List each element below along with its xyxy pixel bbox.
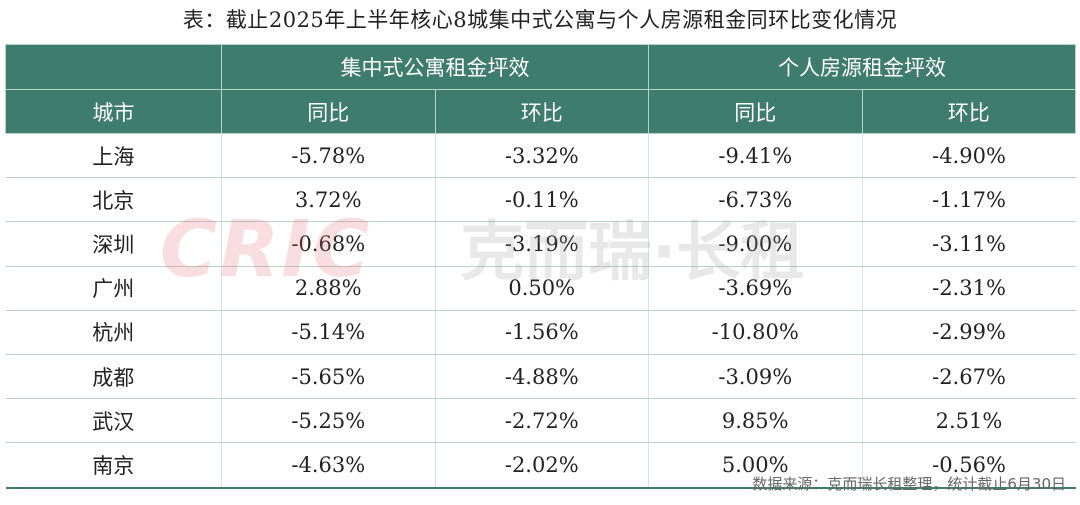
value-cell: -4.63% (221, 442, 435, 489)
value-cell: -3.32% (434, 133, 649, 179)
value-cell: -4.90% (861, 133, 1076, 179)
data-source-note: 数据来源：克而瑞长租整理，统计截止6月30日 (752, 475, 1066, 493)
value-cell: -3.09% (648, 354, 862, 400)
value-cell: -1.56% (434, 310, 649, 355)
value-cell: -3.11% (861, 221, 1076, 267)
table-row: 武汉 -5.25% -2.72% 9.85% 2.51% (5, 398, 1076, 444)
value-cell: -5.65% (221, 354, 435, 400)
city-cell: 成都 (5, 354, 222, 400)
city-cell: 武汉 (5, 398, 222, 444)
city-cell: 上海 (5, 133, 222, 179)
value-cell: -3.69% (648, 266, 862, 311)
table-row: 广州 2.88% 0.50% -3.69% -2.31% (5, 266, 1076, 311)
value-cell: -1.17% (861, 177, 1076, 223)
table-title: 表：截止2025年上半年核心8城集中式公寓与个人房源租金同环比变化情况 (182, 8, 898, 32)
value-cell: -2.31% (861, 266, 1076, 311)
header-group-individual-listing: 个人房源租金坪效 (648, 44, 1076, 90)
value-cell: -5.14% (221, 310, 435, 355)
value-cell: -4.88% (434, 354, 649, 400)
value-cell: -2.72% (434, 398, 649, 444)
city-cell: 北京 (5, 177, 222, 223)
value-cell: 5.00% (648, 442, 862, 489)
value-cell: -6.73% (648, 177, 862, 223)
header-yoy-individual: 同比 (648, 89, 863, 134)
header-mom-individual: 环比 (861, 89, 1076, 134)
value-cell: -5.78% (221, 133, 435, 179)
header-city: 城市 (5, 89, 222, 134)
value-cell: 2.88% (221, 266, 435, 311)
value-cell: -2.99% (861, 310, 1076, 355)
city-cell: 杭州 (5, 310, 222, 355)
value-cell: -0.68% (221, 221, 435, 267)
city-cell: 广州 (5, 266, 222, 311)
value-cell: 2.51% (861, 398, 1076, 444)
value-cell: -5.25% (221, 398, 435, 444)
value-cell: -9.41% (648, 133, 862, 179)
value-cell: -9.00% (648, 221, 862, 267)
value-cell: -0.11% (434, 177, 649, 223)
value-cell: -2.02% (434, 442, 649, 489)
header-group-centralized-apartment: 集中式公寓租金坪效 (221, 44, 649, 90)
table-row: 北京 3.72% -0.11% -6.73% -1.17% (5, 177, 1076, 223)
header-yoy-centralized: 同比 (221, 89, 436, 134)
value-cell: -2.67% (861, 354, 1076, 400)
table-row: 南京 -4.63% -2.02% 5.00% -0.56% (5, 442, 1076, 489)
header-blank-cell (5, 44, 222, 90)
value-cell: -3.19% (434, 221, 649, 267)
rent-change-table: 集中式公寓租金坪效 个人房源租金坪效 城市 同比 环比 同比 环比 上海 -5.7… (5, 44, 1076, 489)
table-row: 杭州 -5.14% -1.56% -10.80% -2.99% (5, 310, 1076, 355)
city-cell: 南京 (5, 442, 222, 489)
city-cell: 深圳 (5, 221, 222, 267)
value-cell: -0.56% (861, 442, 1076, 489)
value-cell: 9.85% (648, 398, 862, 444)
value-cell: -10.80% (648, 310, 862, 355)
table-row: 上海 -5.78% -3.32% -9.41% -4.90% (5, 133, 1076, 179)
header-mom-centralized: 环比 (434, 89, 649, 134)
table-row: 深圳 -0.68% -3.19% -9.00% -3.11% (5, 221, 1076, 267)
value-cell: 3.72% (221, 177, 435, 223)
table-row: 成都 -5.65% -4.88% -3.09% -2.67% (5, 354, 1076, 400)
value-cell: 0.50% (434, 266, 649, 311)
